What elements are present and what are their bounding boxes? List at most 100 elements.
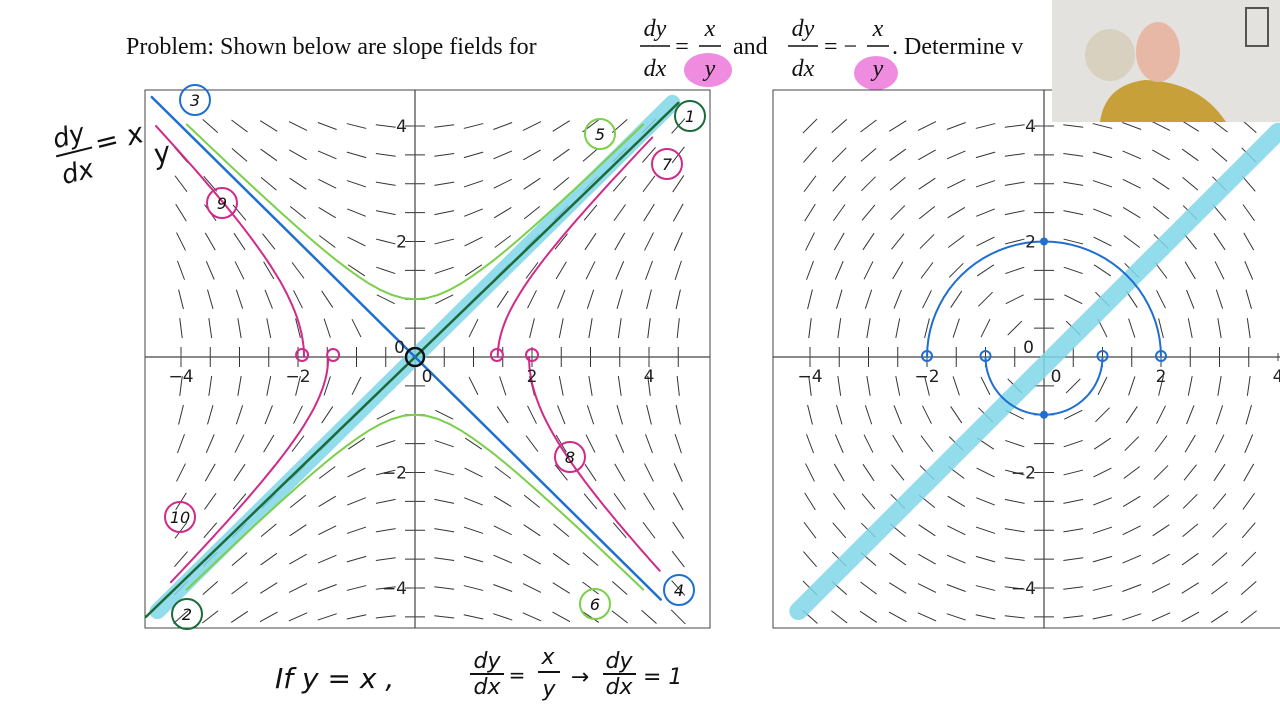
slope-segment [833,463,845,482]
slope-segment [464,208,483,217]
highlight [684,53,732,87]
slope-segment [295,376,301,396]
slope-segment [1152,494,1170,509]
origin-label: 0 [1051,367,1062,387]
slope-segment [1004,124,1025,128]
origin-label: 0 [1023,338,1034,358]
slope-segment [204,232,216,251]
hand-den: dx [59,154,98,191]
slope-segment [948,262,964,278]
slope-segment [861,176,876,192]
slope-segment [674,260,682,281]
slope-segment [976,208,995,217]
slope-segment [892,434,904,453]
plot-frame [144,89,711,629]
slope-segment [347,236,366,247]
slope-segment [317,122,337,130]
slope-segment [831,147,847,163]
slope-segment [289,149,307,161]
slope-segment [1128,318,1136,338]
frac-den: y [871,56,884,82]
slope-segment [832,522,847,539]
x-tick-label: −4 [797,367,822,387]
slope-segment [1212,522,1227,538]
slope-segment [464,236,483,247]
slope-segment [494,235,512,248]
origin-mark [404,346,426,368]
slope-segment [859,610,878,623]
y-tick-label: 2 [396,233,407,253]
slope-segment [318,235,336,248]
slope-segment [204,463,216,482]
slope-segment [1181,582,1199,594]
slope-segment [585,434,596,453]
slope-segment [175,203,187,222]
slope-segment [647,375,651,396]
slope-segment [207,404,214,425]
slope-segment [1063,266,1083,275]
slope-segment [1005,439,1025,448]
slope-segment [260,176,277,191]
slope-segment [555,261,567,280]
slope-segment [1212,204,1227,221]
slope-segment [237,318,242,339]
slope-segment [263,261,275,280]
slope-segment [918,149,936,161]
slope-segment [1064,409,1083,420]
head [1136,22,1180,82]
slope-segment [804,203,816,222]
slope-segment [493,525,512,536]
slope-segment [1063,528,1084,533]
slope-segment [924,318,930,338]
number-label: 6 [590,595,600,614]
slope-segment [975,151,996,159]
number-circle [651,148,683,180]
slope-segment [464,264,483,277]
slope-segment [434,238,455,245]
slope-segment [895,375,901,396]
number-label: 2 [182,605,192,624]
slope-segment [612,522,627,539]
slope-segment [202,119,219,133]
slope-segment [642,147,656,163]
slope-segment [464,437,483,450]
slope-segment [1243,463,1255,482]
start-point [979,350,992,362]
slope-segment [643,203,655,222]
slope-segment [676,318,680,339]
slope-segment [318,207,337,219]
solution-line [150,95,662,601]
slope-segment [203,522,218,539]
slope-segment [645,434,653,454]
slope-segment [234,261,245,280]
slope-segment [803,147,817,163]
slope-segment [917,583,937,593]
highlight-line [789,122,1280,621]
slope-segment [889,120,907,132]
slope-segment [616,404,623,425]
slope-segment [831,119,848,133]
slope-segment [375,124,396,128]
slope-segment [1152,553,1170,565]
slope-segment [493,150,513,160]
start-point [489,348,504,362]
slope-segment [1004,498,1025,504]
slope-segment [434,557,455,562]
slope-segment [641,609,657,624]
slope-segment [947,207,966,219]
slope-segment [376,266,396,275]
slope-segment [860,119,877,133]
slope-segment [558,375,564,396]
hand-eq: = [509,663,526,687]
slope-segment [375,181,396,186]
slope-segment [1211,552,1228,567]
slope-segment [289,553,307,565]
slope-segment [1183,464,1197,481]
slope-segment [317,150,337,160]
plot-frame [772,89,1280,629]
slope-segment [889,582,907,594]
slope-segment [1244,434,1254,454]
slope-segment [347,437,366,450]
hand-num: dy [606,649,634,674]
slope-segment [952,376,960,396]
